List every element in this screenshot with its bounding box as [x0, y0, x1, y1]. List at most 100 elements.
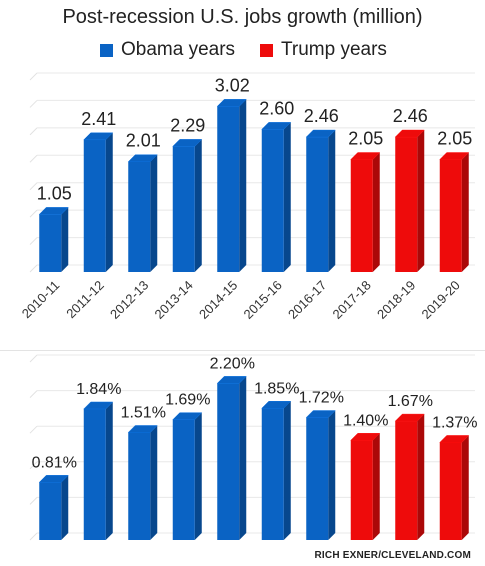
bottom-value-label-2017-18: 1.40% — [343, 412, 388, 429]
top-bar-2016-17 — [306, 137, 329, 272]
bottom-bar-top-2019-20 — [439, 435, 470, 443]
bottom-bar-top-2015-16 — [261, 401, 292, 409]
bottom-grid-diagonal — [29, 425, 38, 434]
top-bar-side-2016-17 — [328, 130, 336, 272]
top-value-label-2019-20: 2.05 — [437, 129, 472, 149]
top-bar-2012-13 — [128, 161, 151, 272]
legend-item-obama: Obama years — [100, 38, 235, 62]
bottom-bar-side-2015-16 — [283, 401, 291, 540]
bottom-value-label-2018-19: 1.67% — [388, 393, 433, 410]
bottom-value-label-2011-12: 1.84% — [76, 381, 121, 398]
bottom-bar-side-2013-14 — [194, 412, 202, 540]
top-bar-side-2019-20 — [461, 152, 469, 272]
legend-label-obama: Obama years — [121, 39, 236, 60]
top-bar-side-2013-14 — [194, 139, 202, 272]
bottom-bar-side-2010-11 — [61, 475, 69, 540]
top-value-label-2015-16: 2.60 — [259, 98, 294, 118]
legend-label-trump: Trump years — [281, 39, 387, 60]
bottom-bar-2019-20 — [439, 442, 462, 540]
top-grid-diagonal — [29, 209, 38, 218]
legend-swatch-obama — [100, 43, 113, 57]
top-bar-side-2010-11 — [61, 207, 69, 272]
top-bar-top-2016-17 — [305, 129, 336, 138]
top-value-label-2011-12: 2.41 — [81, 109, 116, 129]
x-tick-label-2013-14: 2013-14 — [152, 278, 196, 322]
top-value-label-2018-19: 2.46 — [393, 106, 428, 126]
top-grid-diagonal — [29, 72, 38, 81]
top-value-label-2012-13: 2.01 — [126, 131, 161, 151]
top-bar-2017-18 — [350, 159, 373, 272]
bottom-bar-2013-14 — [172, 419, 195, 540]
x-tick-label-2017-18: 2017-18 — [330, 278, 374, 322]
legend-item-trump: Trump years — [260, 38, 387, 62]
top-value-label-2014-15: 3.02 — [215, 75, 250, 95]
bottom-grid-diagonal — [29, 354, 38, 363]
bottom-bar-side-2019-20 — [461, 435, 469, 540]
top-value-label-2010-11: 1.05 — [37, 183, 72, 203]
bottom-bar-2015-16 — [261, 408, 284, 540]
x-tick-label-2018-19: 2018-19 — [374, 278, 418, 322]
bottom-value-label-2010-11: 0.81% — [32, 454, 77, 471]
legend-swatch-trump — [260, 43, 273, 57]
bottom-value-label-2019-20: 1.37% — [432, 414, 477, 431]
top-bar-top-2010-11 — [38, 207, 69, 215]
top-bar-2019-20 — [439, 159, 462, 272]
bottom-grid-diagonal — [29, 532, 38, 541]
bottom-bar-side-2011-12 — [105, 401, 113, 540]
bottom-value-label-2016-17: 1.72% — [299, 390, 344, 407]
bottom-bar-side-2012-13 — [150, 425, 158, 540]
top-bar-2013-14 — [172, 146, 195, 272]
top-grid-diagonal — [29, 100, 38, 108]
top-bar-side-2018-19 — [417, 130, 425, 272]
top-bar-2015-16 — [261, 129, 284, 272]
x-tick-label-2012-13: 2012-13 — [107, 278, 151, 322]
top-bar-2011-12 — [83, 139, 106, 272]
bottom-bar-top-2013-14 — [172, 412, 203, 420]
top-bar-2014-15 — [217, 106, 240, 273]
bottom-value-label-2012-13: 1.51% — [121, 404, 166, 421]
top-bar-top-2014-15 — [216, 99, 247, 107]
top-bar-top-2012-13 — [127, 154, 158, 162]
bottom-bar-2012-13 — [128, 432, 151, 540]
top-bar-side-2012-13 — [150, 154, 158, 272]
bottom-bar-2010-11 — [39, 482, 62, 540]
x-tick-label-2011-12: 2011-12 — [63, 278, 107, 322]
bottom-bar-side-2017-18 — [372, 433, 380, 540]
bottom-bar-2016-17 — [306, 417, 329, 540]
bottom-bar-top-2017-18 — [350, 433, 381, 441]
top-bar-top-2015-16 — [261, 122, 292, 130]
bottom-value-label-2015-16: 1.85% — [254, 380, 299, 397]
bottom-bar-side-2018-19 — [417, 414, 425, 540]
bottom-value-label-2013-14: 1.69% — [165, 392, 210, 409]
chart-title: Post-recession U.S. jobs growth (million… — [62, 6, 423, 28]
top-grid-diagonal — [29, 154, 38, 163]
x-tick-label-2016-17: 2016-17 — [285, 278, 329, 322]
x-tick-label-2010-11: 2010-11 — [19, 278, 63, 322]
bottom-grid-diagonal — [29, 390, 38, 398]
top-bar-top-2011-12 — [83, 132, 114, 141]
bottom-bar-2018-19 — [395, 421, 418, 540]
top-grid-diagonal — [29, 237, 38, 245]
top-bar-side-2017-18 — [372, 152, 380, 272]
top-value-label-2013-14: 2.29 — [170, 115, 205, 135]
bottom-grid-diagonal — [29, 497, 38, 505]
top-bar-top-2013-14 — [172, 139, 203, 147]
bottom-bar-top-2010-11 — [38, 475, 69, 483]
bottom-bar-2011-12 — [83, 408, 106, 540]
bottom-bar-2017-18 — [350, 440, 373, 540]
bottom-bar-side-2014-15 — [239, 376, 247, 540]
top-grid-diagonal — [29, 182, 38, 191]
bottom-bar-top-2012-13 — [127, 425, 158, 433]
bottom-bar-2014-15 — [217, 383, 240, 540]
bottom-bar-top-2011-12 — [83, 401, 114, 410]
top-value-label-2017-18: 2.05 — [348, 129, 383, 149]
top-bar-2018-19 — [395, 137, 418, 272]
top-grid-diagonal — [29, 127, 38, 136]
bottom-bar-top-2016-17 — [305, 410, 336, 418]
top-bar-side-2011-12 — [105, 132, 113, 272]
bottom-bar-side-2016-17 — [328, 410, 336, 540]
top-bar-side-2015-16 — [283, 122, 291, 272]
bottom-grid-diagonal — [29, 461, 38, 470]
top-bar-side-2014-15 — [239, 99, 247, 273]
